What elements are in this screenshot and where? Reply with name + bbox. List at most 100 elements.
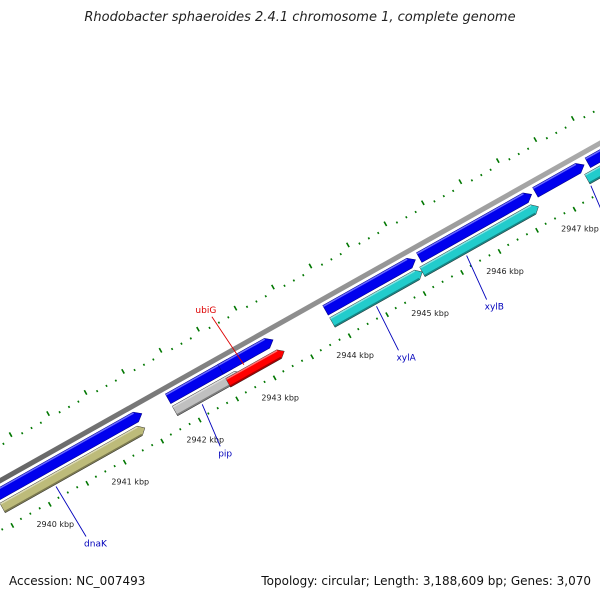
inner-track-dot [441, 280, 444, 283]
gene-label-xyla: xylA [396, 353, 416, 363]
gene-arrow-highlight [584, 165, 600, 176]
outer-track-dot [67, 405, 71, 409]
inner-track-dot [263, 380, 266, 384]
inner-track-dot [347, 333, 352, 339]
inner-track-dot [516, 238, 519, 241]
gene-arrow-highlight [329, 270, 416, 320]
cds-arrow [217, 338, 274, 375]
outer-track-dot [383, 221, 388, 227]
inner-track-dot [197, 417, 202, 423]
cds-arrow [416, 192, 533, 263]
tick-label: 2945 kbp [411, 309, 449, 318]
outer-track-dot [233, 305, 238, 311]
gene-arrow-shadow [588, 175, 600, 184]
inner-track-dot [169, 433, 173, 436]
cds-arrow-highlight [165, 359, 228, 396]
outer-track-dot [271, 284, 275, 290]
inner-track-dot [160, 438, 165, 444]
outer-track-dot [196, 326, 200, 332]
inner-track-dot [488, 254, 491, 257]
inner-track-dot [244, 391, 248, 394]
outer-track-dot [121, 368, 125, 374]
inner-track-dot [357, 327, 360, 331]
gene-label-dnak: dnaK [84, 540, 108, 550]
outer-track-dot [367, 237, 371, 240]
inner-track-dot [300, 359, 304, 363]
cds-arrow-highlight [322, 258, 408, 308]
inner-track-dot [47, 501, 52, 507]
inner-track-dot [413, 296, 416, 299]
outer-track-dot [8, 432, 13, 438]
gene-arrow-highlight [225, 350, 278, 381]
gene-arrow-highlight [0, 426, 138, 505]
inner-track-dot [432, 285, 435, 289]
outer-track-dot [555, 131, 558, 135]
outer-track-dot [330, 258, 333, 261]
inner-track-dot [38, 507, 41, 510]
inner-track-dot [66, 491, 69, 494]
gene-arrow-shadow [176, 379, 240, 416]
tick-label: 2940 kbp [36, 520, 74, 529]
gene-arrow-xylb [419, 204, 539, 278]
inner-track-dot [122, 459, 127, 465]
inner-track-dot [319, 348, 322, 352]
outer-track-dot [564, 126, 567, 129]
inner-track-dot [85, 480, 90, 486]
inner-track-dot [478, 259, 482, 262]
inner-track-dot [338, 338, 341, 341]
accession-text: Accession: NC_007493 [9, 574, 146, 588]
inner-track-dot [179, 428, 182, 431]
outer-track-dot [545, 136, 549, 140]
outer-track-dot [414, 210, 417, 214]
gene-arrow-xyla [329, 269, 423, 328]
gene-arrow-rsp_1178 [584, 165, 600, 185]
inner-track-dot [19, 517, 23, 521]
outer-track-dot [245, 305, 249, 309]
outer-track-dot [480, 173, 483, 177]
gene-label-leader [590, 185, 600, 209]
inner-track-dot [310, 354, 315, 360]
outer-track-dot [20, 432, 24, 435]
outer-track-dot [320, 263, 324, 266]
outer-track-dot [517, 152, 520, 156]
chromosome-backbone [0, 140, 600, 484]
gene-arrow-highlight [172, 371, 236, 408]
cds-arrow-highlight [532, 163, 577, 189]
inner-track-dot [591, 196, 594, 199]
gene-track [0, 165, 600, 514]
outer-track-dot [114, 379, 118, 382]
outer-track-dot [508, 157, 511, 161]
outer-track-dot [302, 273, 305, 277]
cds-arrow [0, 411, 143, 501]
inner-track-dot [525, 233, 529, 236]
cds-arrow-highlight [416, 193, 524, 255]
outer-track-dot [489, 168, 492, 172]
inner-track-dot [394, 306, 397, 310]
gene-label-leader [211, 316, 245, 366]
gene-labels: dnaKpipubiGxylAxylBRSP_1178 [55, 185, 600, 550]
inner-track-dot [75, 485, 79, 489]
outer-track-dot [2, 442, 5, 446]
inner-track-dot [385, 312, 390, 318]
inner-track-dot [104, 470, 107, 473]
map-title: Rhodobacter sphaeroides 2.4.1 chromosome… [84, 10, 516, 25]
inner-track-dot [553, 217, 557, 220]
inner-track-dot [450, 275, 454, 278]
inner-track-dot [113, 464, 116, 468]
cds-arrow-highlight [217, 338, 266, 367]
outer-track-dot [458, 179, 463, 185]
gene-label-leader [466, 255, 488, 300]
outer-track-dot [158, 347, 163, 353]
inner-track-dot [375, 317, 379, 320]
outer-track-dot [420, 200, 425, 206]
outer-track-dot [592, 110, 595, 114]
gene-arrow-ubig [225, 349, 285, 388]
cds-arrow-highlight [585, 149, 600, 160]
gene-label-leader [201, 404, 221, 447]
genome-summary-text: Topology: circular; Length: 3,188,609 bp… [261, 574, 591, 588]
outer-track-dot [339, 252, 342, 256]
inner-track-dot [141, 449, 144, 452]
inner-track-dot [282, 370, 285, 373]
outer-track-dot [217, 321, 221, 324]
outer-track-dot [39, 421, 43, 425]
